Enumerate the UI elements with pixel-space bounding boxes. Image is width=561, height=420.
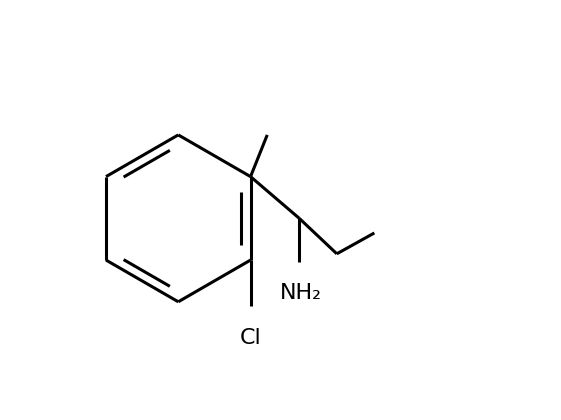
Text: Cl: Cl <box>240 328 261 348</box>
Text: NH₂: NH₂ <box>280 283 323 303</box>
